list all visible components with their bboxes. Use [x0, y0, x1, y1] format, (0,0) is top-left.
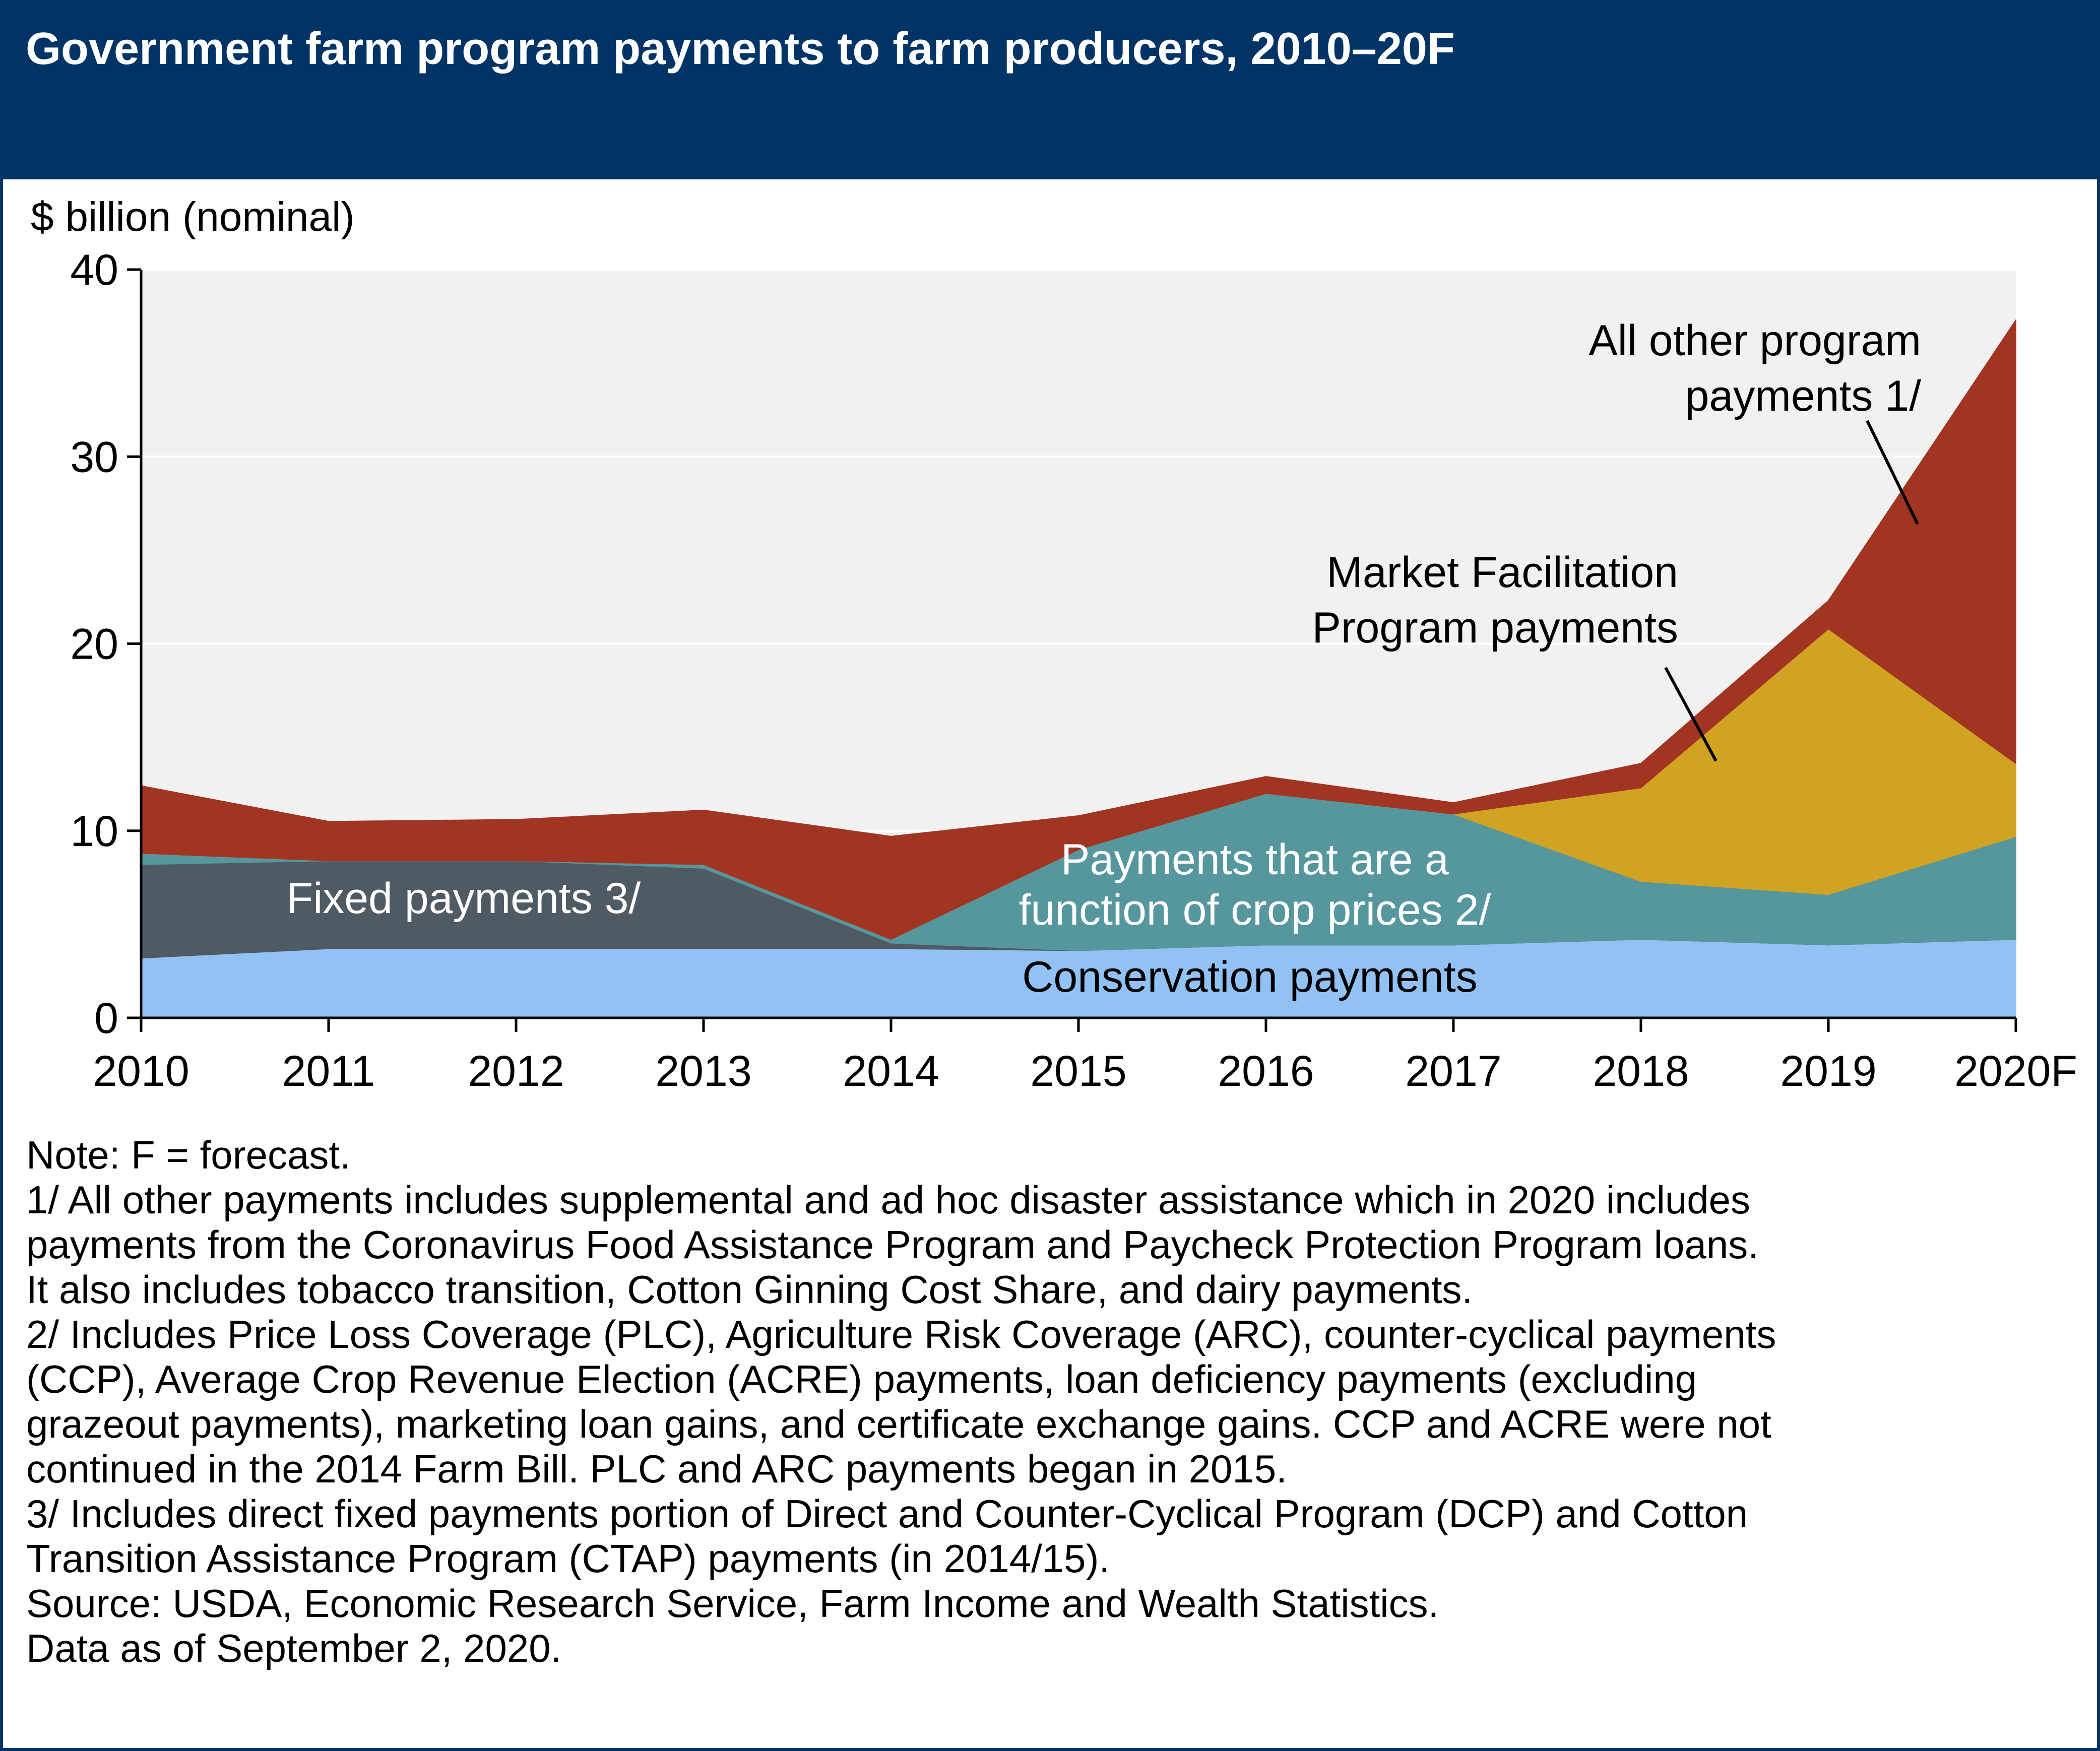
x-tick-label: 2012: [468, 1047, 564, 1095]
footnote-line: continued in the 2014 Farm Bill. PLC and…: [26, 1447, 1287, 1491]
x-tick-label: 2013: [655, 1047, 751, 1095]
x-tick-label: 2014: [843, 1047, 939, 1095]
x-tick-label: 2019: [1780, 1047, 1876, 1095]
leader-line-all-other: [1866, 420, 1919, 525]
x-tick-label: 2020F: [1954, 1047, 2077, 1095]
annotation-mfp: Market Facilitation Program payments: [1312, 548, 1678, 652]
x-tick-label: 2017: [1405, 1047, 1501, 1095]
leader-line-mfp: [1664, 667, 1717, 762]
y-axis-label: $ billion (nominal): [31, 194, 355, 240]
y-tick-label: 20: [70, 620, 118, 669]
annotation-crop-prices-line2: function of crop prices 2/: [1019, 886, 1491, 934]
y-tick-label: 40: [70, 246, 118, 294]
x-tick-label: 2015: [1030, 1047, 1126, 1095]
title-bar: Government farm program payments to farm…: [3, 3, 2097, 179]
x-tick-label: 2018: [1593, 1047, 1689, 1095]
footnotes: Note: F = forecast. 1/ All other payment…: [26, 1133, 2082, 1671]
footnote-line: Data as of September 2, 2020.: [26, 1626, 562, 1670]
annotation-all-other: All other program payments 1/: [1588, 316, 1921, 420]
footnote-line: payments from the Coronavirus Food Assis…: [26, 1222, 1759, 1267]
annotation-crop-prices-line1: Payments that are a: [1061, 835, 1449, 884]
x-tick-label: 2016: [1218, 1047, 1314, 1095]
leader-lines: [1664, 420, 1919, 762]
x-tick-label: 2010: [93, 1047, 189, 1095]
axes: 0 10 20 30 40 2010 2011 2012 2013 2014 2015 2016 201…: [70, 246, 2077, 1095]
y-tick-label: 30: [70, 433, 118, 481]
annotation-fixed: Fixed payments 3/: [287, 874, 641, 923]
footnote-line: 1/ All other payments includes supplemen…: [26, 1178, 1751, 1222]
area-all-other-payments: [141, 319, 2016, 940]
annotation-mfp-line2: Program payments: [1312, 604, 1678, 652]
y-tick-label: 10: [70, 807, 118, 856]
footnote-line: Source: USDA, Economic Research Service,…: [26, 1581, 1439, 1626]
footnote-line: Transition Assistance Program (CTAP) pay…: [26, 1536, 1110, 1581]
footnote-line: It also includes tobacco transition, Cot…: [26, 1267, 1473, 1312]
x-tick-label: 2011: [282, 1047, 375, 1095]
annotation-all-other-line2: payments 1/: [1685, 372, 1922, 420]
footnote-line: 2/ Includes Price Loss Coverage (PLC), A…: [26, 1312, 1776, 1356]
footnote-line: (CCP), Average Crop Revenue Election (AC…: [26, 1357, 1697, 1401]
chart-title: Government farm program payments to farm…: [26, 24, 1455, 74]
annotation-crop-prices: Payments that are a function of crop pri…: [1019, 835, 1491, 934]
footnote-line: 3/ Includes direct fixed payments portio…: [26, 1491, 1748, 1536]
footnote-line: Note: F = forecast.: [26, 1133, 351, 1177]
footnote-line: grazeout payments), marketing loan gains…: [26, 1402, 1771, 1446]
annotation-all-other-line1: All other program: [1588, 316, 1921, 365]
y-tick-label: 0: [94, 994, 118, 1043]
annotation-mfp-line1: Market Facilitation: [1326, 548, 1678, 597]
annotation-conservation: Conservation payments: [1022, 953, 1477, 1001]
